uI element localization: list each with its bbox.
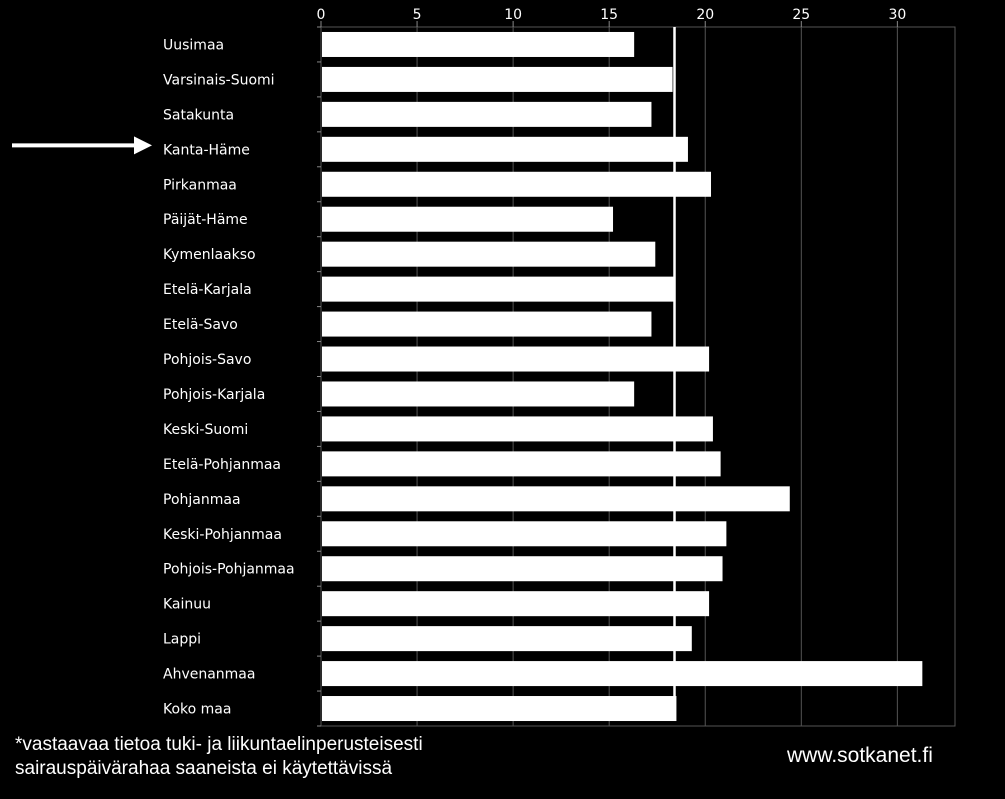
- highlight-arrow-group: [12, 136, 152, 155]
- category-label: Pirkanmaa: [163, 177, 237, 193]
- bar: [322, 626, 692, 652]
- bar: [322, 206, 614, 232]
- bar: [322, 696, 677, 722]
- bar: [322, 521, 727, 547]
- bar: [322, 31, 635, 57]
- bar: [322, 451, 721, 477]
- category-label: Pohjois-Pohjanmaa: [163, 562, 295, 578]
- category-label: Pohjanmaa: [163, 492, 241, 508]
- source-credit: www.sotkanet.fi: [787, 744, 933, 767]
- category-label: Ahvenanmaa: [163, 667, 255, 683]
- bar: [322, 661, 923, 687]
- bar: [322, 136, 688, 162]
- bar: [322, 556, 723, 582]
- bar: [322, 381, 635, 407]
- bar: [322, 171, 712, 197]
- x-tick-label: 5: [413, 7, 422, 23]
- bar: [322, 311, 652, 337]
- footnote-line-2: sairauspäivärahaa saaneista ei käytettäv…: [15, 758, 393, 779]
- category-label: Varsinais-Suomi: [163, 72, 275, 88]
- bar: [322, 241, 656, 267]
- category-label: Etelä-Savo: [163, 317, 238, 333]
- x-tick-label: 30: [888, 7, 906, 23]
- category-label: Keski-Pohjanmaa: [163, 527, 282, 543]
- category-label: Lappi: [163, 632, 201, 648]
- bar: [322, 101, 652, 127]
- bar: [322, 276, 675, 302]
- category-label: Keski-Suomi: [163, 422, 248, 438]
- category-label: Kanta-Häme: [163, 142, 250, 158]
- category-label: Päijät-Häme: [163, 212, 248, 228]
- bar: [322, 66, 673, 92]
- x-tick-label: 20: [696, 7, 714, 23]
- bar: [322, 591, 710, 617]
- plot-frame: [320, 26, 956, 727]
- category-label: Kymenlaakso: [163, 247, 256, 263]
- bar: [322, 486, 790, 512]
- category-label: Satakunta: [163, 107, 234, 123]
- category-label: Koko maa: [163, 702, 231, 718]
- bar-chart: Uusimaa Varsinais-Suomi Satakunta Kanta-Häm…: [12, 7, 956, 727]
- category-label: Uusimaa: [163, 37, 224, 53]
- x-tick-labels: 0 5 10 15 20 25 30: [317, 7, 907, 23]
- category-label: Pohjois-Savo: [163, 352, 251, 368]
- footnote-line-1: *vastaavaa tietoa tuki- ja liikuntaelinp…: [15, 734, 423, 755]
- arrow-head-icon: [134, 136, 152, 155]
- category-label: Kainuu: [163, 597, 211, 613]
- bar: [322, 346, 710, 372]
- category-label: Etelä-Karjala: [163, 282, 252, 298]
- bar: [322, 416, 713, 442]
- x-tick-label: 10: [504, 7, 522, 23]
- category-label: Etelä-Pohjanmaa: [163, 457, 281, 473]
- bars: [322, 31, 923, 722]
- footnote: *vastaavaa tietoa tuki- ja liikuntaelinp…: [15, 733, 615, 781]
- x-tick-label: 25: [792, 7, 810, 23]
- x-tick-label: 0: [317, 7, 326, 23]
- x-tick-label: 15: [600, 7, 618, 23]
- category-label: Pohjois-Karjala: [163, 387, 265, 403]
- category-labels: Uusimaa Varsinais-Suomi Satakunta Kanta-Häm…: [163, 37, 295, 717]
